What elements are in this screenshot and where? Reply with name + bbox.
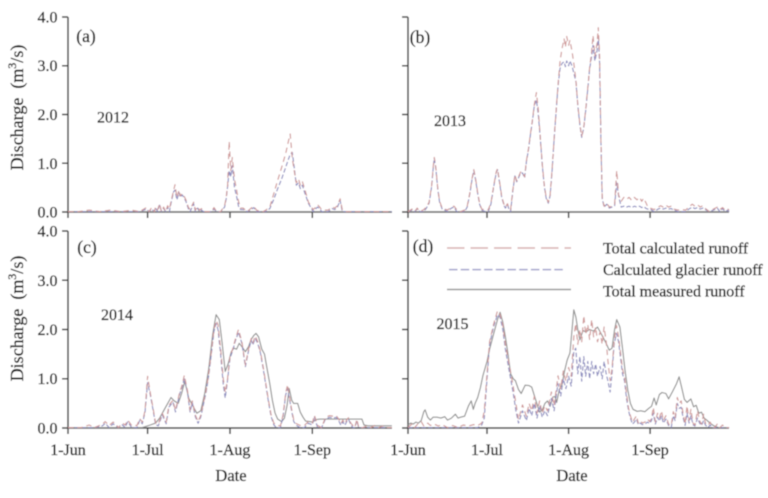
svg-text:1.0: 1.0 bbox=[38, 156, 58, 173]
svg-text:2013: 2013 bbox=[434, 113, 466, 130]
svg-text:Calculated glacier runoff: Calculated glacier runoff bbox=[603, 262, 763, 279]
svg-text:2012: 2012 bbox=[97, 110, 129, 127]
svg-text:(a): (a) bbox=[76, 26, 96, 46]
svg-text:2.0: 2.0 bbox=[38, 322, 58, 339]
svg-text:1-Jul: 1-Jul bbox=[132, 442, 165, 459]
svg-text:1-Sep: 1-Sep bbox=[631, 442, 668, 459]
svg-text:0.0: 0.0 bbox=[38, 205, 58, 222]
svg-text:4.0: 4.0 bbox=[38, 10, 58, 27]
svg-text:2.0: 2.0 bbox=[38, 107, 58, 124]
svg-text:(d): (d) bbox=[413, 236, 434, 256]
svg-text:(b): (b) bbox=[410, 27, 431, 47]
svg-text:1-Aug: 1-Aug bbox=[210, 442, 251, 459]
svg-text:1-Aug: 1-Aug bbox=[548, 442, 589, 459]
svg-text:0.0: 0.0 bbox=[38, 421, 58, 438]
svg-text:1.0: 1.0 bbox=[38, 371, 58, 388]
svg-text:Total calculated runoff: Total calculated runoff bbox=[603, 240, 749, 257]
svg-text:1-Sep: 1-Sep bbox=[294, 442, 331, 459]
svg-text:1-Jul: 1-Jul bbox=[471, 442, 504, 459]
svg-text:3.0: 3.0 bbox=[38, 58, 58, 75]
svg-text:3.0: 3.0 bbox=[38, 273, 58, 290]
svg-text:Discharge (m3/s): Discharge (m3/s) bbox=[5, 256, 28, 382]
svg-text:Date: Date bbox=[556, 466, 587, 485]
svg-text:(c): (c) bbox=[77, 237, 97, 257]
svg-text:Date: Date bbox=[215, 466, 246, 485]
svg-text:Total measured runoff: Total measured runoff bbox=[603, 283, 745, 300]
svg-text:2014: 2014 bbox=[101, 307, 133, 324]
svg-text:Discharge (m3/s): Discharge (m3/s) bbox=[5, 45, 28, 171]
svg-text:1-Jun: 1-Jun bbox=[50, 442, 86, 459]
svg-text:2015: 2015 bbox=[437, 316, 469, 333]
svg-text:4.0: 4.0 bbox=[38, 224, 58, 241]
svg-text:1-Jun: 1-Jun bbox=[390, 442, 426, 459]
